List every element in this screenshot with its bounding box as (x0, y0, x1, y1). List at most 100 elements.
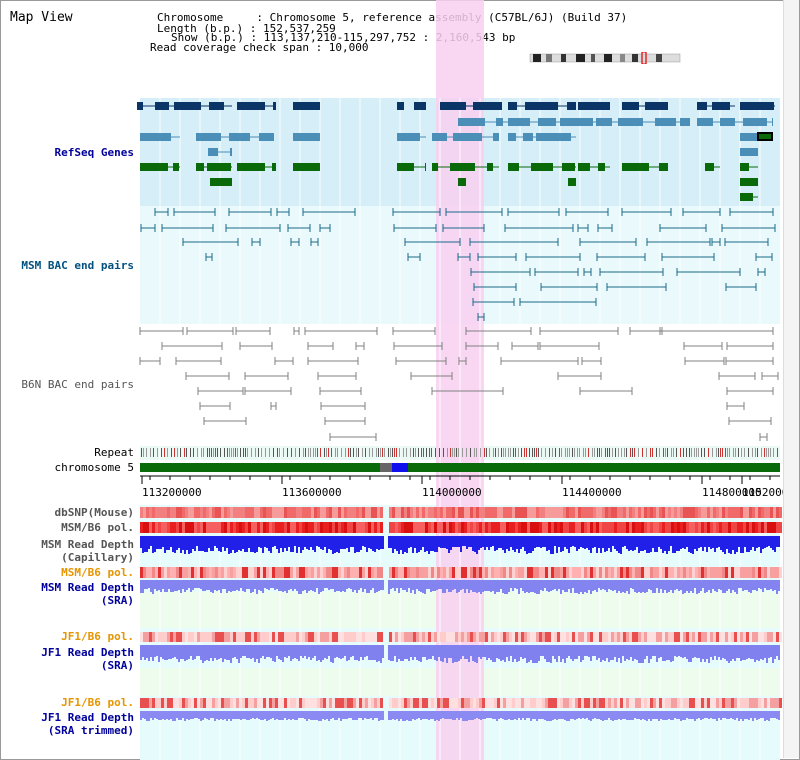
repeat-element (348, 448, 349, 457)
jf1-b6-pol-trimmed-cell (308, 698, 311, 708)
jf1-depth-trimmed-bar (442, 711, 444, 718)
jf1-depth-sra-bar (546, 645, 548, 662)
dbsnp-cell (179, 507, 182, 518)
jf1-depth-trimmed-bar (144, 711, 146, 719)
jf1-depth-sra-bar (250, 645, 252, 659)
jf1-b6-pol-trimmed-cell (503, 698, 506, 708)
msm-depth-capillary-bar (196, 536, 198, 546)
dbsnp-cell (560, 507, 563, 518)
msm-depth-sra-bar (532, 580, 534, 592)
msm-depth-sra-bar (174, 580, 176, 591)
jf1-b6-pol-trimmed-cell (212, 698, 215, 708)
msm-depth-sra-bar (610, 580, 612, 590)
jf1-depth-trimmed-bar (176, 711, 178, 718)
msm-b6-pol-cell (512, 522, 515, 533)
jf1-depth-sra-bar (680, 645, 682, 657)
msm-b6-pol-cell (479, 522, 482, 533)
jf1-depth-sra-bar (658, 645, 660, 658)
jf1-depth-sra-bar (750, 645, 752, 659)
jf1-b6-pol-trimmed-cell (413, 698, 416, 708)
jf1-depth-sra-bar (744, 645, 746, 660)
jf1-depth-trimmed-bar (174, 711, 176, 721)
msm-b6-pol-cell (758, 522, 761, 533)
jf1-depth-trimmed-bar (378, 711, 380, 721)
msm-depth-capillary-bar (676, 536, 678, 551)
vertical-scrollbar[interactable] (783, 0, 799, 758)
jf1-depth-sra-bar (512, 645, 514, 662)
repeat-element (423, 448, 424, 457)
msm-depth-capillary-bar (400, 536, 402, 550)
chromosome-ideogram[interactable] (528, 52, 684, 64)
msm-b6-pol-cell (395, 522, 398, 533)
jf1-depth-sra-bar (598, 645, 600, 658)
jf1-depth-sra-bar (196, 645, 198, 656)
msm-depth-sra-bar (614, 580, 616, 590)
jf1-depth-trimmed-bar (300, 711, 302, 718)
jf1-depth-sra-bar (696, 645, 698, 658)
jf1-depth-trimmed-bar (346, 711, 348, 719)
msm-depth-capillary-bar (722, 536, 724, 552)
msm-b6-pol-cell (527, 522, 530, 533)
jf1-depth-trimmed-bar (248, 711, 250, 720)
repeat-element (484, 448, 485, 457)
refseq-gene-exon (538, 118, 556, 126)
repeat-element (341, 448, 342, 457)
jf1-b6-pol-cell (470, 632, 473, 642)
jf1-b6-pol-cell (458, 632, 461, 642)
msm-depth-sra-bar (194, 580, 196, 588)
jf1-depth-sra-bar (632, 645, 634, 661)
dbsnp-cell (209, 507, 212, 518)
jf1-depth-sra-bar (534, 645, 536, 663)
repeat-element (773, 448, 774, 457)
jf1-depth-sra-bar (450, 645, 452, 658)
dbsnp-cell (476, 507, 479, 518)
msm-depth-capillary-bar (216, 536, 218, 548)
msm-depth-sra-bar (486, 580, 488, 591)
msm-b6-pol-cell (686, 522, 689, 533)
msm-depth-sra-bar (376, 580, 378, 592)
jf1-b6-pol-cell (548, 632, 551, 642)
jf1-depth-sra-bar (430, 645, 432, 659)
msm-b6-pol-cell (602, 522, 605, 533)
msm-b6-pol-sra-cell (449, 567, 452, 578)
jf1-b6-pol-cell (779, 632, 782, 642)
msm-depth-sra-bar (658, 580, 660, 593)
repeat-element (203, 448, 204, 457)
refseq-gene-exon (508, 163, 519, 171)
chromosome-bar (140, 463, 780, 472)
jf1-depth-sra-bar (374, 645, 376, 660)
msm-depth-capillary-bar (522, 536, 524, 547)
msm-depth-capillary-bar (230, 536, 232, 553)
msm-depth-capillary-bar (690, 536, 692, 553)
msm-b6-pol-cell (323, 522, 326, 533)
msm-depth-capillary-bar (748, 536, 750, 552)
msm-b6-pol-sra-cell (581, 567, 584, 578)
jf1-depth-sra-bar (756, 645, 758, 660)
msm-depth-sra-bar (738, 580, 740, 588)
msm-depth-capillary-bar (740, 536, 742, 553)
jf1-depth-sra-bar (382, 645, 384, 658)
jf1-depth-sra-sub-label: (SRA) (100, 659, 134, 672)
dbsnp-cell (755, 507, 758, 518)
jf1-depth-sra-bar (552, 645, 554, 656)
jf1-depth-trimmed-bar (740, 711, 742, 719)
msm-depth-sra-bar (692, 580, 694, 593)
msm-depth-sra-bar (286, 580, 288, 593)
axis-tick-label: 1152000 (742, 486, 785, 499)
msm-b6-pol-cell (620, 522, 623, 533)
jf1-b6-pol-trimmed-cell (488, 698, 491, 708)
jf1-depth-sra-bar (206, 645, 208, 660)
jf1-b6-pol-trimmed-cell (233, 698, 236, 708)
msm-depth-capillary-bar (206, 536, 208, 552)
jf1-b6-pol-trimmed-cell (623, 698, 626, 708)
jf1-b6-pol-trimmed-cell (434, 698, 437, 708)
dbsnp-cell (374, 507, 377, 518)
msm-depth-capillary-bar (318, 536, 320, 547)
dbsnp-cell (404, 507, 407, 518)
msm-b6-pol-cell (761, 522, 764, 533)
jf1-depth-sra-bar (378, 645, 380, 661)
msm-depth-capillary-bar (474, 536, 476, 552)
msm-depth-capillary-bar (468, 536, 470, 547)
msm-depth-sra-bar (366, 580, 368, 593)
